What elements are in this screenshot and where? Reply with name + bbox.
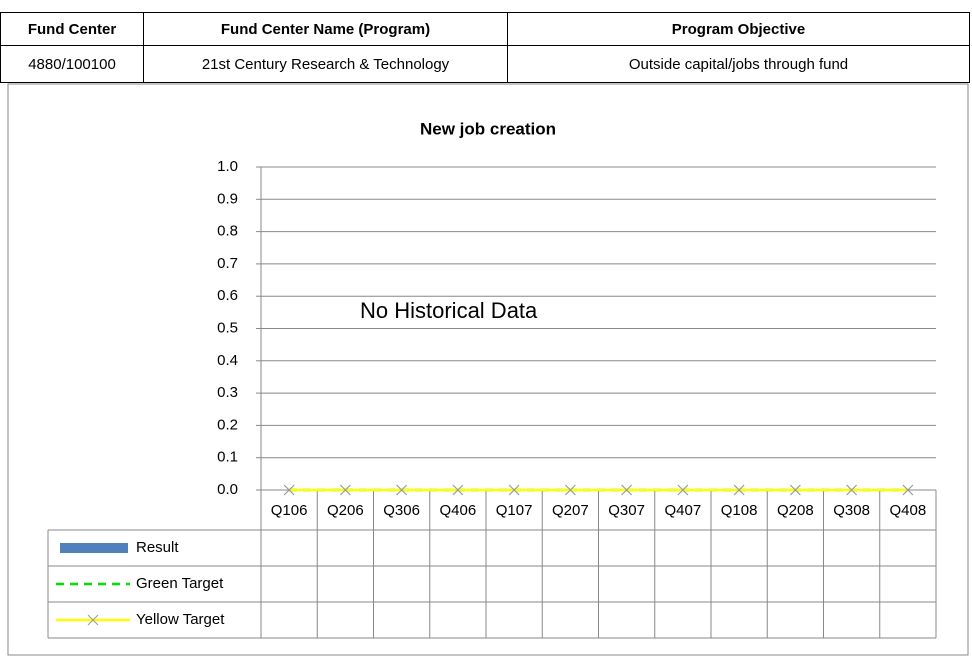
- x-tick-label: Q308: [833, 502, 870, 519]
- y-tick-label: 0.4: [217, 352, 238, 369]
- x-tick-label: Q106: [271, 502, 308, 519]
- header-row: Fund Center Fund Center Name (Program) P…: [0, 12, 970, 46]
- legend-label: Yellow Target: [136, 611, 225, 628]
- fund-table: Fund Center Fund Center Name (Program) P…: [0, 12, 970, 83]
- marker: [846, 484, 858, 496]
- marker: [452, 484, 464, 496]
- chart-frame: [7, 83, 969, 656]
- x-tick-label: Q407: [665, 502, 702, 519]
- y-tick-label: 0.8: [217, 223, 238, 240]
- x-tick-label: Q306: [383, 502, 420, 519]
- y-tick-label: 0.0: [217, 481, 238, 498]
- marker: [621, 484, 633, 496]
- x-tick-label: Q208: [777, 502, 814, 519]
- y-tick-label: 1.0: [217, 158, 238, 175]
- x-tick-label: Q108: [721, 502, 758, 519]
- x-tick-label: Q207: [552, 502, 589, 519]
- y-tick-label: 0.1: [217, 449, 238, 466]
- y-tick-label: 0.2: [217, 416, 238, 433]
- marker: [789, 484, 801, 496]
- y-tick-label: 0.7: [217, 255, 238, 272]
- y-tick-label: 0.5: [217, 319, 238, 336]
- marker: [733, 484, 745, 496]
- marker: [902, 484, 914, 496]
- marker: [508, 484, 520, 496]
- x-tick-label: Q408: [890, 502, 927, 519]
- legend-label: Green Target: [136, 575, 224, 592]
- cell: Outside capital/jobs through fund: [507, 45, 970, 83]
- x-tick-label: Q307: [608, 502, 645, 519]
- cell: 21st Century Research & Technology: [143, 45, 508, 83]
- x-tick-label: Q107: [496, 502, 533, 519]
- y-tick-label: 0.3: [217, 384, 238, 401]
- marker: [283, 484, 295, 496]
- chart-title: New job creation: [420, 119, 556, 138]
- header-cell: Fund Center Name (Program): [143, 12, 508, 46]
- header-cell: Fund Center: [0, 12, 144, 46]
- marker: [564, 484, 576, 496]
- legend-swatch: [60, 543, 128, 553]
- data-row: 4880/100100 21st Century Research & Tech…: [0, 45, 970, 83]
- legend-label: Result: [136, 539, 179, 556]
- marker: [396, 484, 408, 496]
- legend-marker: [87, 614, 99, 626]
- cell: 4880/100100: [0, 45, 144, 83]
- marker: [339, 484, 351, 496]
- x-tick-label: Q406: [440, 502, 477, 519]
- marker: [677, 484, 689, 496]
- y-tick-label: 0.6: [217, 287, 238, 304]
- y-tick-label: 0.9: [217, 190, 238, 207]
- annotation: No Historical Data: [360, 298, 538, 323]
- x-tick-label: Q206: [327, 502, 364, 519]
